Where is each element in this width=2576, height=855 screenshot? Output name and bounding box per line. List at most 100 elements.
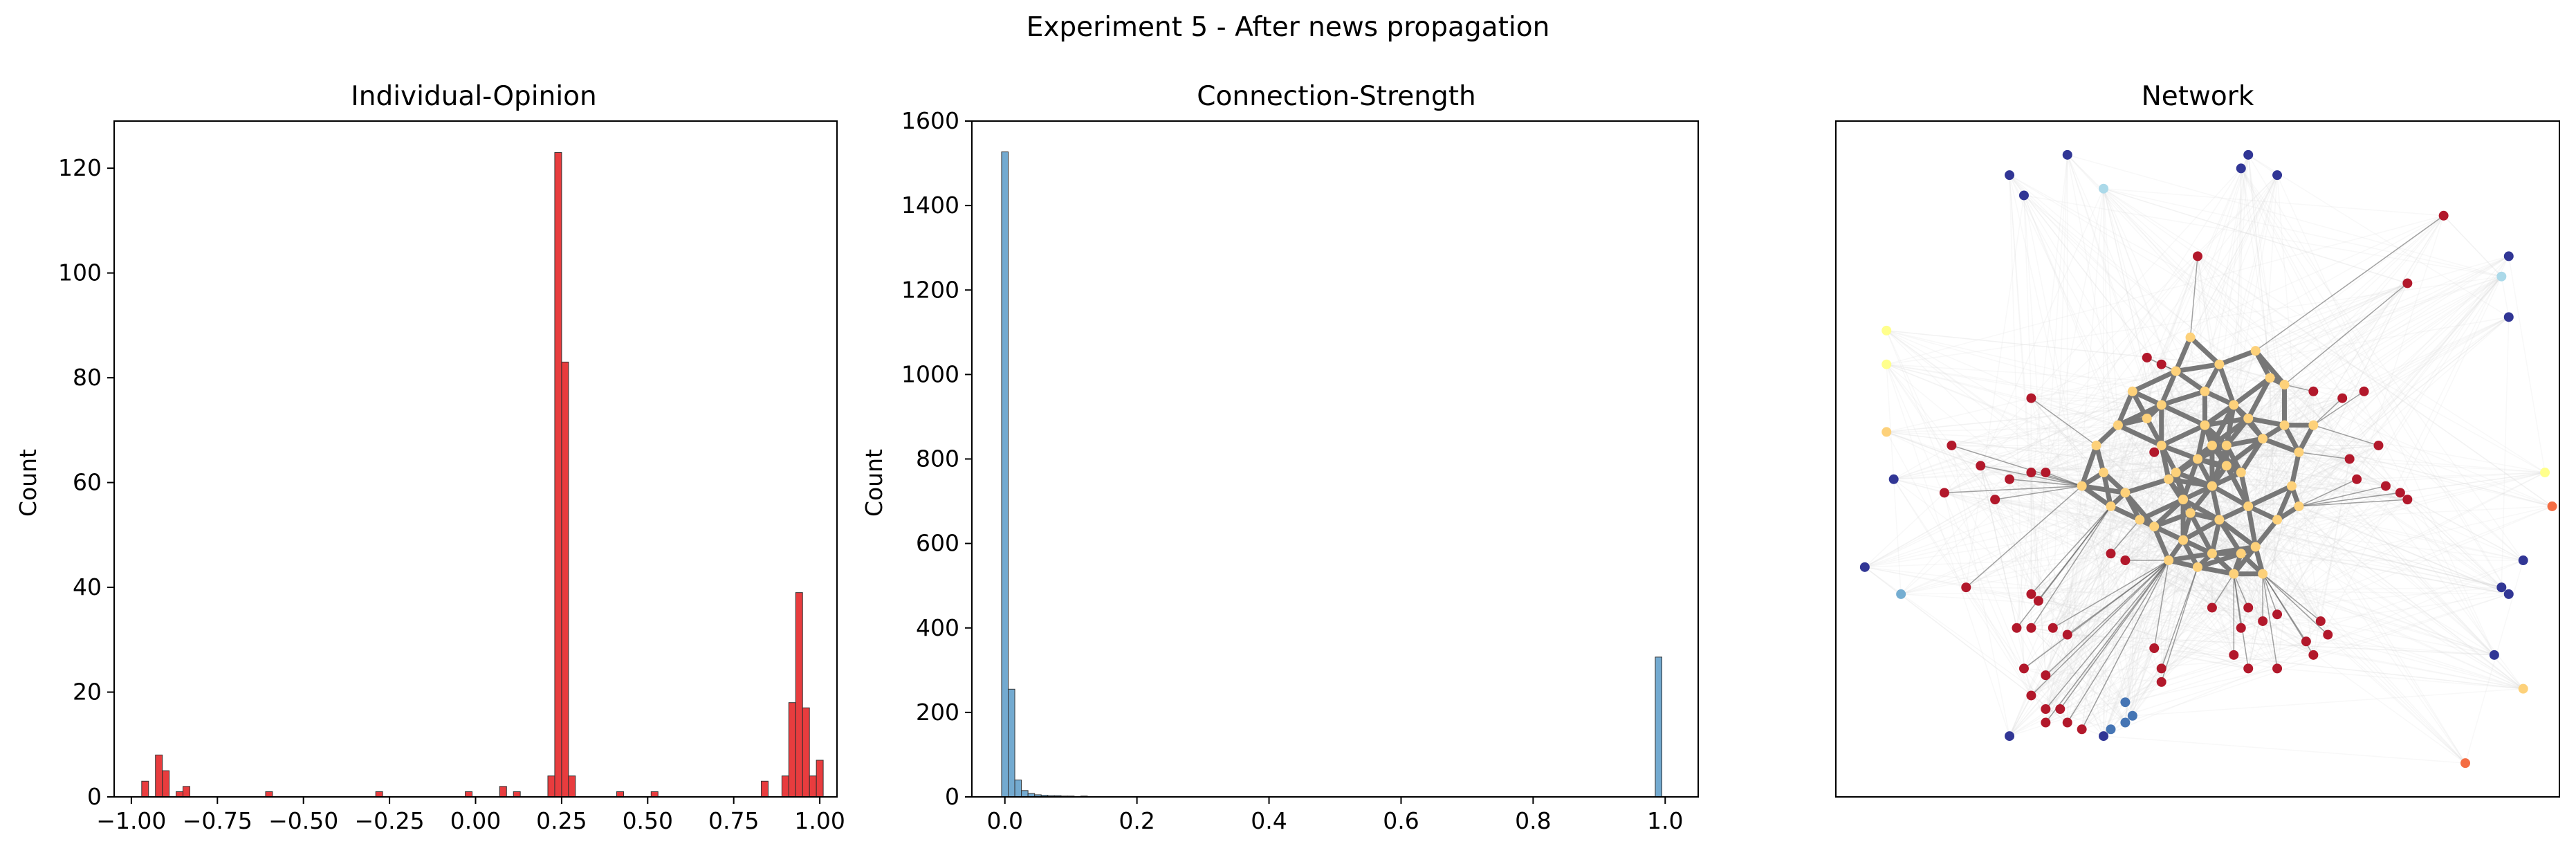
opinion-histogram-bar bbox=[568, 775, 576, 798]
network-edge bbox=[2407, 472, 2546, 500]
network-node bbox=[2402, 278, 2413, 288]
network-node bbox=[2229, 569, 2239, 579]
network-edge bbox=[2241, 418, 2249, 473]
network-edge bbox=[2067, 445, 2379, 636]
opinion-histogram-bar bbox=[375, 791, 383, 798]
network-edge bbox=[2045, 493, 2126, 723]
network-edge bbox=[2189, 174, 2278, 338]
network-node bbox=[2265, 373, 2275, 383]
network-edge bbox=[1980, 282, 2408, 466]
network-edge bbox=[2103, 188, 2314, 426]
network-edge bbox=[2103, 560, 2169, 737]
opinion-histogram-ytick-label: 120 bbox=[58, 154, 102, 181]
network-edge bbox=[2031, 316, 2509, 399]
network-edge bbox=[2081, 485, 2502, 588]
network-edge bbox=[2023, 540, 2184, 669]
connection-histogram-panel: Connection-Strength Count 0.0 0.2 0.4 0.6 0.… bbox=[861, 81, 1699, 834]
network-edge bbox=[2081, 391, 2314, 730]
network-edge bbox=[1886, 364, 2010, 737]
network-node bbox=[2164, 555, 2174, 566]
network-edge bbox=[2124, 371, 2177, 723]
network-node bbox=[2496, 582, 2507, 593]
opinion-histogram-bar bbox=[265, 791, 273, 798]
network-edge bbox=[2210, 551, 2236, 576]
opinion-histogram-bar bbox=[561, 361, 569, 798]
network-edge bbox=[1965, 587, 2025, 669]
opinion-histogram-bar bbox=[795, 592, 803, 798]
network-node bbox=[2135, 515, 2145, 525]
opinion-histogram-bar bbox=[816, 760, 824, 798]
network-edge bbox=[1886, 364, 1996, 500]
network-edge bbox=[1951, 445, 2321, 622]
opinion-histogram-bar bbox=[761, 780, 769, 798]
network-edge bbox=[2052, 627, 2126, 723]
network-edge bbox=[1886, 364, 2126, 703]
network-edge bbox=[2045, 654, 2314, 676]
network-edge bbox=[2045, 174, 2278, 473]
network-edge bbox=[2247, 506, 2495, 656]
network-edge bbox=[2059, 560, 2169, 710]
network-edge bbox=[2023, 194, 2401, 493]
network-edge bbox=[1900, 519, 2140, 595]
network-edge bbox=[2357, 472, 2546, 480]
network-edge bbox=[2045, 425, 2206, 676]
network-edge bbox=[2030, 398, 2162, 683]
network-node bbox=[2258, 434, 2268, 444]
network-edge bbox=[2009, 695, 2032, 737]
opinion-histogram-xtick-label: 0.25 bbox=[536, 807, 587, 834]
network-edge bbox=[2124, 215, 2445, 723]
network-edge bbox=[2161, 391, 2364, 446]
network-edge bbox=[2067, 405, 2162, 635]
network-edge bbox=[2023, 154, 2249, 669]
network-edge bbox=[2023, 195, 2119, 425]
network-edge bbox=[1886, 275, 2502, 365]
network-edge bbox=[2313, 424, 2379, 446]
network-edge bbox=[2197, 564, 2234, 577]
network-edge bbox=[2124, 377, 2271, 561]
network-edge bbox=[2175, 350, 2256, 473]
opinion-histogram-xtick-label: 0.50 bbox=[623, 807, 673, 834]
network-edge bbox=[1994, 472, 2032, 500]
network-edge bbox=[2031, 499, 2408, 595]
network-edge bbox=[1944, 167, 2242, 493]
network-edge bbox=[2081, 357, 2148, 486]
network-edge bbox=[2045, 418, 2249, 473]
network-node bbox=[2503, 589, 2514, 599]
network-edge bbox=[2052, 560, 2169, 629]
network-edge bbox=[2161, 174, 2278, 405]
network-edge bbox=[2276, 276, 2502, 615]
network-edge bbox=[2298, 452, 2495, 656]
network-edge bbox=[2103, 499, 2184, 737]
network-edge bbox=[2009, 174, 2292, 487]
network-edge bbox=[2159, 444, 2178, 474]
network-edge bbox=[2218, 425, 2314, 520]
network-edge bbox=[2030, 316, 2510, 697]
network-edge bbox=[2161, 560, 2523, 683]
network-edge bbox=[2045, 472, 2082, 487]
network-edge bbox=[2262, 378, 2271, 574]
network-edge bbox=[2030, 506, 2112, 595]
network-edge bbox=[2045, 493, 2126, 676]
network-edge bbox=[2175, 362, 2220, 374]
network-edge bbox=[2233, 573, 2249, 608]
network-edge bbox=[2009, 553, 2112, 737]
network-edge bbox=[2103, 255, 2510, 473]
network-edge bbox=[2320, 459, 2350, 622]
network-edge bbox=[2103, 256, 2198, 473]
network-edge bbox=[2045, 256, 2198, 676]
network-edge bbox=[2110, 519, 2140, 554]
network-edge bbox=[2067, 499, 2184, 723]
network-edge bbox=[2009, 175, 2047, 676]
opinion-histogram-bar bbox=[465, 791, 473, 798]
network-edge bbox=[1980, 466, 2018, 628]
network-edge bbox=[2110, 506, 2314, 656]
network-edge bbox=[2045, 472, 2263, 622]
network-edge bbox=[2095, 423, 2120, 448]
network-edge bbox=[2299, 451, 2350, 460]
network-edge bbox=[2067, 425, 2285, 723]
network-edge bbox=[2160, 256, 2198, 365]
network-edge bbox=[2146, 357, 2213, 554]
network-node bbox=[2106, 501, 2116, 511]
network-edge bbox=[2016, 506, 2112, 629]
network-node bbox=[2120, 697, 2131, 708]
